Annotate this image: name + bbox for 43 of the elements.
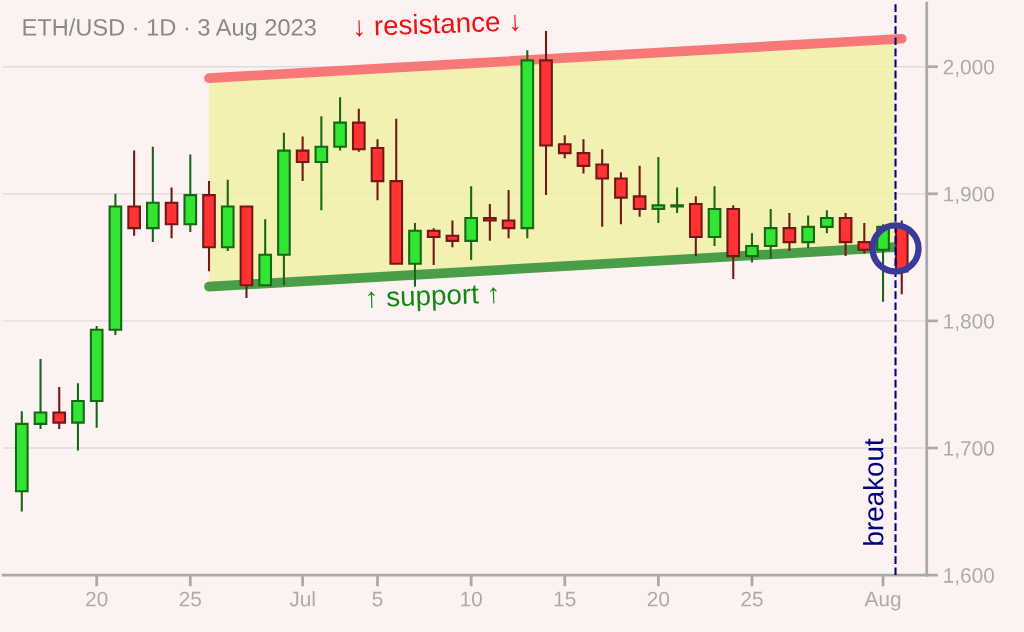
text: ETH/USD · 1D · 3 Aug 2023 (23, 18, 316, 41)
y-tick-label: 1,700 (944, 441, 995, 459)
annotation: ↓ resistance ↓ (355, 10, 519, 37)
y-tick-label: 1,900 (944, 186, 995, 205)
candlestick (52, 385, 67, 430)
candlestick (651, 155, 666, 225)
y-tick-label: 1,800 (944, 313, 995, 332)
candlestick (632, 164, 647, 218)
candlestick (745, 232, 759, 264)
x-tick-label: 20 (86, 591, 108, 607)
x-tick-label: Aug (864, 591, 901, 611)
y-tick-label: 2,000 (943, 59, 995, 77)
candlestick (820, 209, 834, 235)
x-tick-label: 20 (647, 591, 670, 607)
ref-line-label: breakout (863, 438, 884, 545)
y-tick-label: 1,600 (944, 568, 995, 586)
x-tick-label: 15 (554, 591, 576, 607)
candlestick (127, 149, 141, 237)
x-tick-label: Jul (289, 591, 315, 607)
x-tick-label: 5 (372, 591, 383, 607)
x-tick-label: 25 (179, 591, 202, 607)
candlestick (857, 222, 872, 255)
candlestick (501, 188, 516, 240)
candlestick (763, 208, 778, 260)
annotation: ↑ support ↑ (367, 284, 498, 313)
candlestick (614, 171, 628, 226)
candlestick (295, 135, 310, 183)
candlestick (576, 138, 591, 175)
x-tick-label: 25 (741, 591, 763, 607)
candlestick (71, 382, 85, 452)
candlestick (314, 115, 329, 212)
candlestick (801, 214, 815, 250)
candlestick (782, 211, 797, 253)
candlestick (164, 186, 179, 240)
candlestick (464, 185, 478, 261)
candlestick (426, 227, 441, 267)
candlestick (33, 358, 48, 430)
x-tick-label: 10 (461, 591, 482, 607)
candlestick (445, 219, 460, 249)
candlestick (483, 202, 497, 242)
candlestick (557, 134, 572, 160)
candlestick (595, 148, 610, 228)
candlestick (670, 186, 684, 214)
